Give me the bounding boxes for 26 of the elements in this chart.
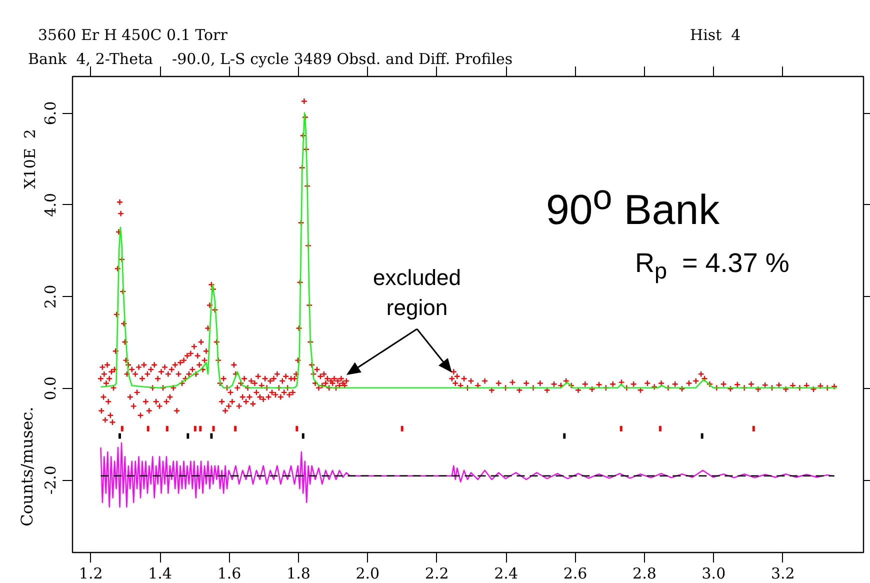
- y-axis-title: Counts/musec.: [18, 406, 36, 526]
- x-tick-label: 2.0: [356, 564, 380, 582]
- y-tick-label: 0.0: [42, 376, 60, 400]
- y-tick-label: 4.0: [42, 192, 60, 217]
- x-tick-label: 2.8: [632, 564, 656, 582]
- text: X10E 2: [20, 129, 39, 189]
- x-tick-label: 1.2: [78, 564, 103, 582]
- chart-title: 3560 Er H 450C 0.1 Torr: [38, 26, 228, 44]
- x-tick-label: 2.2: [424, 564, 449, 582]
- x-tick-label: 1.8: [286, 564, 310, 582]
- text: Hist 4: [690, 26, 741, 44]
- annotation: 90$^{o}$ Bank: [546, 178, 720, 234]
- chart-subtitle: Bank 4, 2-Theta -90.0, L-S cycle 3489 Obsd. and Diff. Profiles: [28, 50, 513, 68]
- y-tick-label: -2.0: [42, 466, 60, 495]
- y-tick-label: 2.0: [42, 284, 60, 309]
- x-tick-label: 2.4: [494, 564, 518, 582]
- x-tick-label: 3.0: [702, 564, 726, 582]
- annotation: excluded region: [372, 264, 462, 322]
- x-tick-label: 3.2: [770, 564, 795, 582]
- line-series: [100, 442, 835, 508]
- x-tick-label: 2.6: [563, 564, 588, 582]
- x-tick-label: 1.4: [148, 564, 172, 582]
- y-tick-label: 6.0: [42, 101, 60, 126]
- annotation: R$_{p}$ = 4.37 %: [635, 248, 790, 284]
- x-tick-label: 1.6: [217, 564, 242, 582]
- line-series: [100, 112, 838, 388]
